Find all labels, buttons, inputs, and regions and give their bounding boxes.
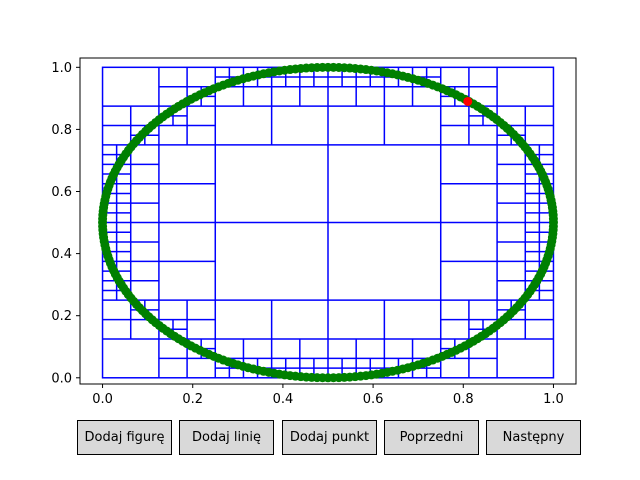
axes-frame bbox=[79, 57, 577, 385]
data-point bbox=[548, 221, 558, 231]
add-point-button[interactable]: Dodaj punkt bbox=[282, 420, 377, 455]
y-tick-label: 0.8 bbox=[51, 123, 72, 138]
x-tick-label: 1.0 bbox=[543, 392, 564, 407]
x-tick-label: 0.4 bbox=[273, 392, 294, 407]
y-axis-ticks: 0.0 0.2 0.4 0.6 0.8 1.0 bbox=[51, 61, 80, 386]
x-tick-label: 0.8 bbox=[453, 392, 474, 407]
highlight-points bbox=[463, 96, 473, 106]
y-tick-label: 1.0 bbox=[51, 61, 72, 76]
add-figure-button[interactable]: Dodaj figurę bbox=[77, 420, 172, 455]
x-tick-label: 0.0 bbox=[92, 392, 113, 407]
add-line-button[interactable]: Dodaj linię bbox=[179, 420, 274, 455]
data-points bbox=[98, 62, 558, 383]
y-tick-label: 0.2 bbox=[51, 309, 72, 324]
x-tick-label: 0.6 bbox=[363, 392, 384, 407]
y-tick-label: 0.0 bbox=[51, 371, 72, 386]
highlight-point bbox=[463, 96, 473, 106]
y-tick-label: 0.4 bbox=[51, 247, 72, 262]
y-tick-label: 0.6 bbox=[51, 185, 72, 200]
x-axis-ticks: 0.0 0.2 0.4 0.6 0.8 1.0 bbox=[92, 384, 564, 407]
previous-button[interactable]: Poprzedni bbox=[384, 420, 479, 455]
x-tick-label: 0.2 bbox=[182, 392, 203, 407]
next-button[interactable]: Następny bbox=[486, 420, 581, 455]
